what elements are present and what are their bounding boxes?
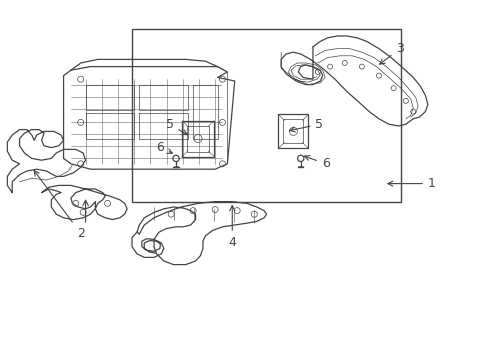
Bar [132, 29, 400, 202]
Bar [182, 121, 214, 157]
Text: 6: 6 [156, 141, 172, 154]
Text: 5: 5 [165, 118, 187, 135]
Text: 6: 6 [304, 156, 329, 170]
Text: 1: 1 [387, 177, 435, 190]
Bar [283, 120, 303, 143]
Text: 2: 2 [34, 171, 84, 240]
Bar [278, 114, 308, 148]
Text: 4: 4 [228, 206, 236, 249]
Bar [187, 126, 208, 152]
Text: 5: 5 [289, 118, 323, 132]
Text: 3: 3 [379, 42, 403, 64]
